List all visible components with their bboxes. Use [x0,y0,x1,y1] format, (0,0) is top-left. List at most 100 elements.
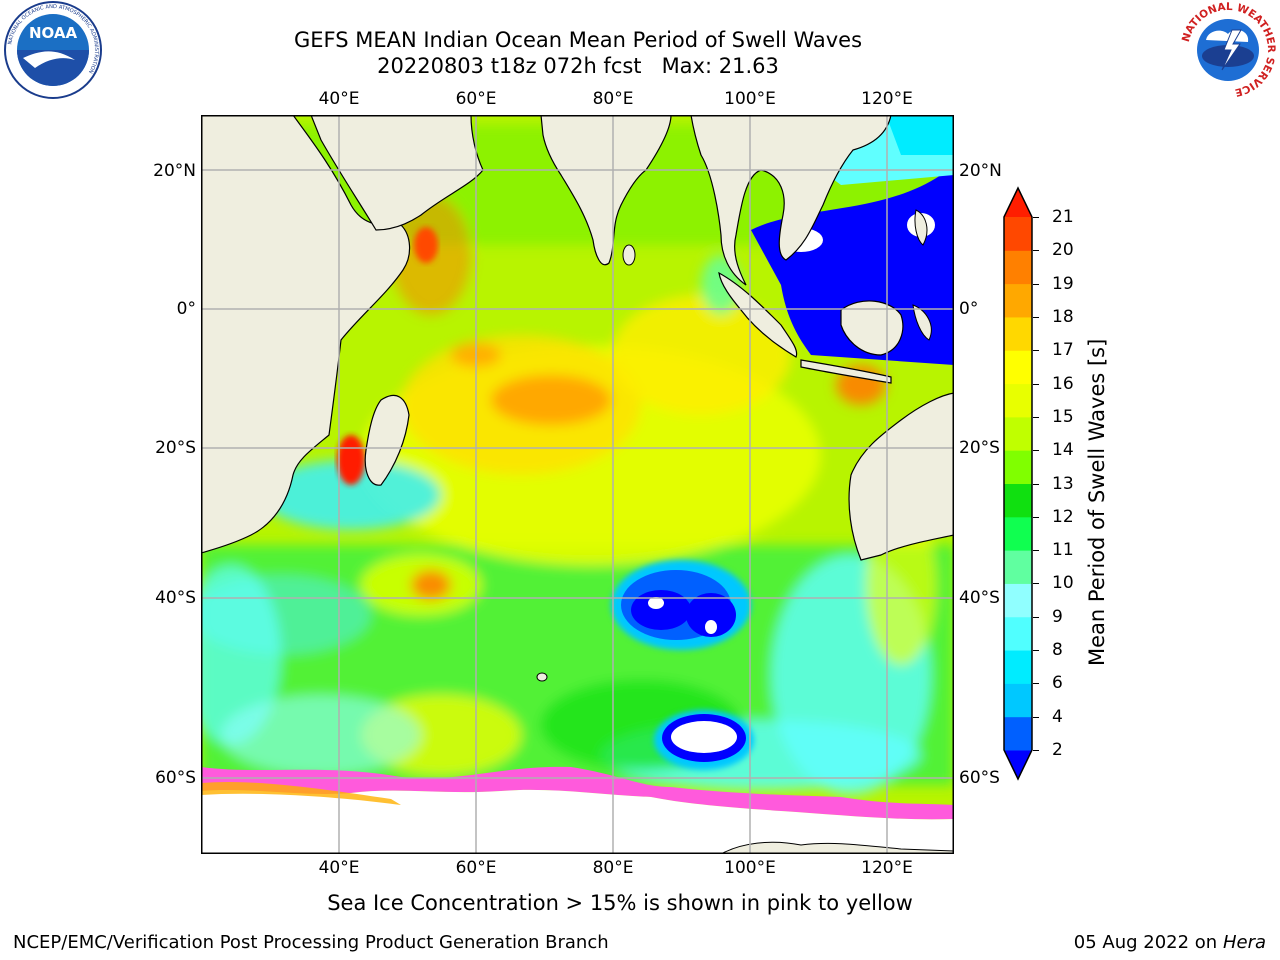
land-australia [848,392,954,561]
land-africa [201,115,411,554]
short-period-region-south [611,560,754,770]
colorbar-segment [1004,217,1032,251]
lon-label-bottom: 80°E [592,858,634,878]
sea-ice-note: Sea Ice Concentration > 15% is shown in … [327,891,913,915]
colorbar-segment [1004,583,1032,618]
colorbar-segment [1004,516,1032,551]
colorbar-tick-label: 6 [1052,673,1063,694]
lon-label-top: 120°E [861,89,913,109]
lat-label-right: 20°S [959,438,1000,458]
lon-label-top: 80°E [592,89,634,109]
colorbar-segment [1004,416,1032,451]
colorbar-tick-mark [1033,416,1039,418]
colorbar-segment [1004,716,1032,751]
colorbar [998,185,1038,785]
colorbar-segment [1004,350,1032,385]
colorbar-tick-label: 20 [1052,240,1074,261]
lat-label-left: 40°S [155,588,196,608]
colorbar-tick-label: 9 [1052,606,1063,627]
colorbar-tick-label: 16 [1052,373,1074,394]
colorbar-tick-label: 11 [1052,540,1074,561]
lat-label-left: 60°S [155,768,196,788]
colorbar-tick-label: 21 [1052,207,1074,227]
chart-subtitle: 20220803 t18z 072h fcst Max: 21.63 [377,54,779,78]
sea-ice-band [201,766,954,854]
colorbar-tick-mark [1033,316,1039,318]
map-frame [201,115,954,854]
colorbar-segment [1004,483,1032,518]
colorbar-tick-label: 4 [1052,706,1063,727]
land-sulawesi [912,304,932,341]
colorbar-tick-mark [1033,383,1039,385]
lat-label-right: 20°N [959,161,1002,181]
swell-period-map [201,115,954,854]
colorbar-segment [1004,316,1032,351]
colorbar-extend-min [1004,750,1032,779]
date-text: 05 Aug 2022 on [1073,932,1218,953]
land-philippines [914,209,928,246]
colorbar-tick-label: 13 [1052,473,1074,494]
lon-label-bottom: 60°E [455,858,497,878]
land-kerguelen [536,672,548,682]
colorbar-tick-label: 17 [1052,340,1074,361]
lat-label-right: 60°S [959,768,1000,788]
lon-label-bottom: 40°E [318,858,360,878]
lat-label-left: 0° [176,299,196,319]
max-period-region [337,435,365,485]
graticule [201,115,954,854]
host-text: Hera [1222,932,1266,953]
lon-label-bottom: 120°E [861,858,913,878]
colorbar-tick-mark [1033,616,1039,618]
colorbar-tick-mark [1033,550,1039,552]
colorbar-tick-mark [1033,350,1039,352]
colorbar-tick-label: 10 [1052,573,1074,594]
colorbar-segment [1004,450,1032,484]
date-stamp: 05 Aug 2022 on Hera [1074,932,1266,954]
colorbar-segment [1004,650,1032,684]
credit-text: NCEP/EMC/Verification Post Processing Pr… [13,932,609,953]
colorbar-tick-mark [1033,250,1039,252]
colorbar-tick-label: 2 [1052,740,1063,760]
colorbar-segment [1004,683,1032,718]
colorbar-tick-mark [1033,217,1039,218]
land-antarctica [720,841,954,854]
land-sumatra [718,271,798,358]
national-weather-service-logo: NATIONAL WEATHER SERVICE [1178,0,1278,100]
colorbar-segment [1004,250,1032,285]
colorbar-tick-label: 19 [1052,273,1074,294]
colorbar-tick-mark [1033,683,1039,685]
colorbar-tick-mark [1033,750,1039,751]
colorbar-tick-label: 18 [1052,306,1074,327]
land-madagascar [364,394,410,486]
colorbar-tick-label: 12 [1052,506,1074,527]
noaa-logo: NOAA NATIONAL OCEANIC AND ATMOSPHERIC AD… [3,0,103,100]
lon-label-top: 40°E [318,89,360,109]
lon-label-top: 60°E [455,89,497,109]
colorbar-label: Mean Period of Swell Waves [s] [1085,338,1109,666]
colorbar-extend-max [1004,188,1032,217]
colorbar-tick-mark [1033,516,1039,518]
colorbar-tick-mark [1033,450,1039,452]
land-arabia [310,115,484,231]
colorbar-tick-mark [1033,483,1039,485]
colorbar-tick-mark [1033,716,1039,718]
colorbar-segment [1004,283,1032,318]
colorbar-tick-label: 8 [1052,640,1063,661]
lat-label-right: 40°S [959,588,1000,608]
lon-label-bottom: 100°E [724,858,776,878]
colorbar-segment [1004,383,1032,418]
lat-label-left: 20°N [153,161,196,181]
colorbar-segment [1004,616,1032,651]
svg-text:NOAA: NOAA [29,24,78,42]
lat-label-right: 0° [959,299,979,319]
map-border [201,115,954,854]
colorbar-segment [1004,550,1032,584]
colorbar-tick-mark [1033,583,1039,585]
lon-label-top: 100°E [724,89,776,109]
colorbar-tick-mark [1033,283,1039,285]
lat-label-left: 20°S [155,438,196,458]
land-java [800,359,892,384]
land-sri-lanka [622,244,636,266]
colorbar-tick-mark [1033,650,1039,652]
chart-title: GEFS MEAN Indian Ocean Mean Period of Sw… [293,28,863,52]
